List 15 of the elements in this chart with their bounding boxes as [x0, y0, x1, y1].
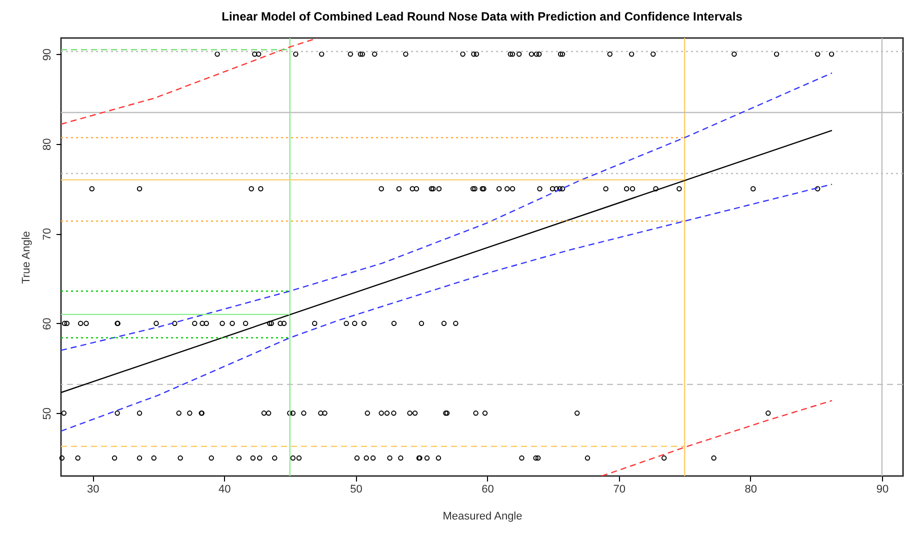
x-axis-title: Measured Angle [442, 510, 522, 522]
x-tick-label: 40 [218, 484, 231, 496]
x-tick-label: 30 [86, 484, 100, 496]
x-tick-label: 60 [482, 484, 494, 496]
y-tick-label: 70 [42, 228, 54, 240]
x-tick-label: 80 [744, 484, 758, 496]
y-axis-title: True Angle [20, 231, 32, 284]
x-tick-label: 50 [350, 484, 362, 496]
y-tick-label: 80 [42, 138, 54, 151]
x-tick-label: 70 [613, 484, 626, 496]
chart-title: Linear Model of Combined Lead Round Nose Data with Prediction and Confidence Intervals [222, 9, 743, 24]
y-tick-label: 50 [42, 408, 54, 420]
x-tick-label: 90 [876, 484, 889, 496]
y-tick-label: 60 [42, 318, 54, 330]
y-tick-label: 90 [42, 48, 54, 61]
